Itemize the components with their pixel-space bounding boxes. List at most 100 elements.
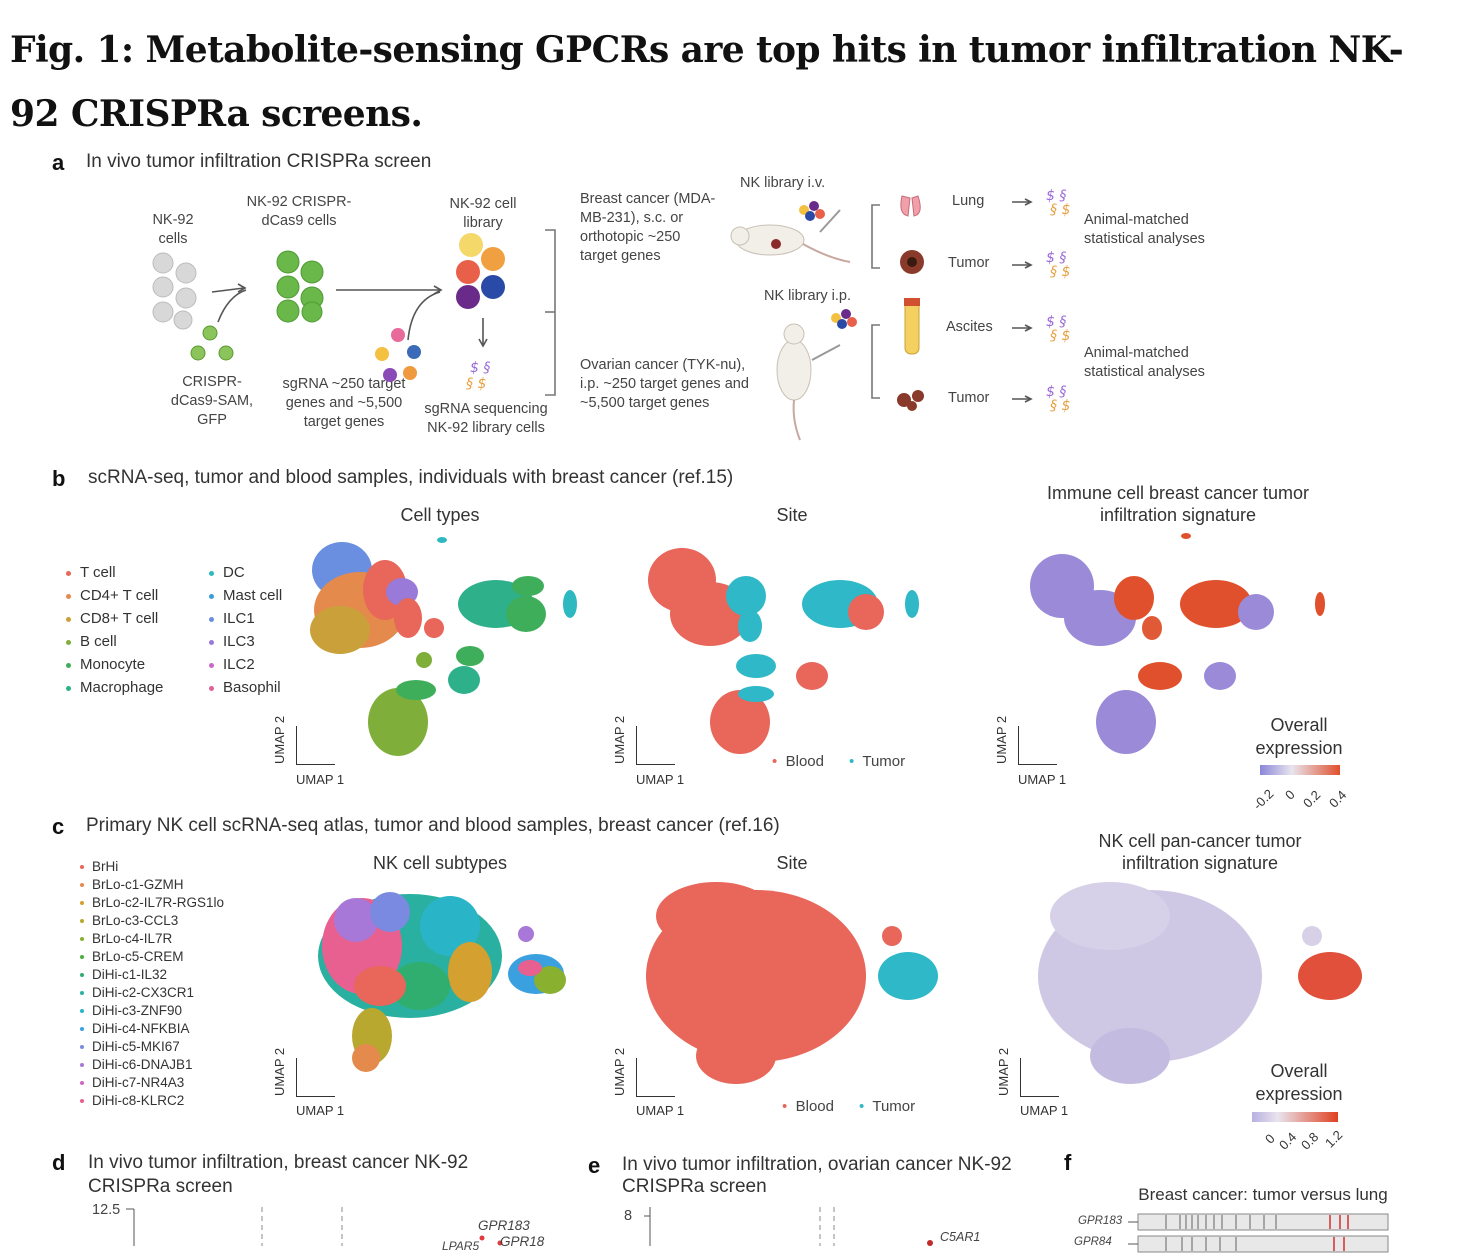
panel-b-legend-label: T cell: [80, 564, 116, 581]
panel-b-legend-swatch: [66, 570, 71, 576]
panel-c-legend-item: BrLo-c4-IL7R: [80, 930, 224, 948]
panel-c-legend-swatch: [80, 937, 84, 942]
gene-point-gpr18: [497, 1240, 503, 1246]
panel-b-cb-tick-0: -0.2: [1250, 786, 1277, 813]
sgrna-sequence-icons: $ §§ $ $ §§ $ $ §§ $ $ §§ $ $ §§ $: [466, 188, 1070, 414]
panel-c-legend-swatch: [80, 1099, 84, 1104]
panel-b-colorbar: [1260, 765, 1340, 775]
panel-c-legend-label: BrHi: [92, 859, 119, 874]
panel-c-legend-item: DiHi-c5-MKI67: [80, 1038, 224, 1056]
panel-b-legend-label: CD4+ T cell: [80, 587, 159, 604]
panel-d-plot: [126, 1207, 503, 1246]
panel-c-label: c: [52, 814, 65, 839]
panel-b-legend-item: ILC2: [209, 653, 282, 676]
lung-icon: [900, 195, 921, 217]
panel-c-legend-label: DiHi-c7-NR4A3: [92, 1075, 185, 1090]
panel-b-legend-label: ILC2: [223, 656, 255, 673]
panel-b-legend-label: Macrophage: [80, 679, 164, 696]
panel-b-legend-swatch: [209, 616, 214, 622]
svg-text:$ §: $ §: [470, 360, 490, 376]
umap-b3-y-label: UMAP 2: [994, 715, 1009, 764]
panel-b-legend-swatch: [209, 685, 214, 691]
svg-text:$ §: $ §: [1046, 250, 1066, 266]
umap-b3-x-label: UMAP 1: [1018, 772, 1067, 787]
panel-b-cb-tick-3: 0.4: [1326, 787, 1350, 811]
panel-e-label: e: [588, 1153, 601, 1178]
panel-c-plot1-title: NK cell subtypes: [372, 853, 508, 873]
umap-b2-x-label: UMAP 1: [636, 772, 685, 787]
panel-b-site-legend: • Blood • Tumor: [772, 753, 905, 770]
panel-c-legend-label: BrLo-c4-IL7R: [92, 931, 173, 946]
panel-b-legend-label: ILC3: [223, 633, 255, 650]
umap-b1-x-label: UMAP 1: [296, 772, 345, 787]
panel-b-legend-col2: DC Mast cell ILC1 ILC3 ILC2 Basophil: [209, 561, 282, 699]
panel-c-colorbar-title: Overall expression: [1255, 1061, 1343, 1104]
panel-f-label: f: [1064, 1150, 1072, 1175]
library-cell-cluster: [456, 233, 505, 309]
tumor-icon-2: [897, 390, 924, 411]
panel-a-label: a: [52, 150, 65, 175]
svg-text:§ $: § $: [1050, 202, 1070, 218]
panel-b-cb-tick-2: 0.2: [1300, 787, 1324, 811]
panel-c-legend-swatch: [80, 1063, 84, 1068]
panel-c-legend-item: BrLo-c3-CCL3: [80, 912, 224, 930]
virus-mixed-icons: [375, 328, 421, 382]
svg-text:$ §: $ §: [1046, 384, 1066, 400]
panel-c-legend-swatch: [80, 1081, 84, 1086]
breast-model-label: Breast cancer (MDA-MB-231), s.c. or orth…: [580, 191, 716, 264]
panel-c-legend-item: DiHi-c6-DNAJB1: [80, 1056, 224, 1074]
panel-c-legend-label: DiHi-c5-MKI67: [92, 1039, 180, 1054]
crispr-sam-label: CRISPR- dCas9-SAM, GFP: [170, 374, 254, 428]
svg-text:$ §: $ §: [1046, 188, 1066, 204]
umap-c-subtypes: [318, 892, 566, 1072]
panel-b-legend-swatch: [66, 685, 71, 691]
panel-b-legend-swatch: [209, 639, 214, 645]
panel-b-title: scRNA-seq, tumor and blood samples, indi…: [88, 467, 734, 488]
panel-c-legend-label: DiHi-c3-ZNF90: [92, 1003, 183, 1018]
umap-b1-axes: [296, 726, 335, 765]
analysis1-label: Animal-matched statistical analyses: [1084, 212, 1205, 247]
panel-a-schematic: $ §§ $ $ §§ $ $ §§ $ $ §§ $ $ §§ $: [152, 188, 1070, 441]
nk-library-dots-ip: [831, 309, 857, 329]
analysis2-label: Animal-matched statistical analyses: [1084, 345, 1205, 380]
panel-b-legend-swatch: [66, 662, 71, 668]
umap-c1-axes: [296, 1058, 335, 1097]
panel-f-title: Breast cancer: tumor versus lung: [1138, 1185, 1388, 1204]
panel-b-plot3-title: Immune cell breast cancer tumor infiltra…: [1046, 483, 1310, 525]
crispr-cells-label: NK-92 CRISPR-dCas9 cells: [246, 194, 352, 229]
umap-c3-y-label: UMAP 2: [996, 1047, 1011, 1096]
panel-f-gene-gpr84: GPR84: [1074, 1236, 1112, 1248]
blood-label-c: Blood: [795, 1098, 834, 1115]
tumor-icon-1: [900, 250, 924, 274]
panel-d-label: d: [52, 1150, 66, 1175]
panel-b-label: b: [52, 466, 66, 491]
panel-b-legend-col1: T cell CD4+ T cell CD8+ T cell B cell Monocy…: [66, 561, 163, 699]
panel-e-gene-c5ar1: C5AR1: [940, 1230, 981, 1244]
panel-b-legend-item: Monocyte: [66, 653, 163, 676]
panel-c-legend-swatch: [80, 1009, 84, 1014]
svg-text:$ §: $ §: [1046, 314, 1066, 330]
panel-b-legend-swatch: [209, 662, 214, 668]
ascites-label: Ascites: [946, 319, 993, 335]
panel-b-legend-item: Macrophage: [66, 676, 163, 699]
schematic-arrows: [211, 198, 1033, 403]
panel-b-legend-item: CD8+ T cell: [66, 607, 163, 630]
panel-c-plot3-title: NK cell pan-cancer tumor infiltration si…: [1098, 831, 1302, 873]
nk-library-dots-iv: [799, 201, 825, 221]
mouse-iv-icon: [730, 209, 851, 263]
panel-c-plot2-title: Site: [776, 853, 808, 873]
panel-b-colorbar-title: Overall expression: [1255, 715, 1343, 758]
figure-title: Fig. 1: Metabolite-sensing GPCRs are top…: [10, 29, 1404, 135]
umap-b2-y-label: UMAP 2: [612, 715, 627, 764]
mouse-ip-icon: [776, 323, 841, 441]
panel-c-legend-swatch: [80, 973, 84, 978]
tumor-label: Tumor: [862, 753, 906, 770]
umap-b3-axes: [1018, 726, 1057, 765]
panel-b-legend-label: B cell: [80, 633, 117, 650]
panel-b-legend-swatch: [66, 639, 71, 645]
ovarian-model-label: Ovarian cancer (TYK-nu), i.p. ~250 targe…: [580, 357, 749, 411]
sgrna-seq-label: sgRNA sequencing NK-92 library cells: [424, 401, 548, 436]
panel-c-legend-label: DiHi-c1-IL32: [92, 967, 168, 982]
svg-text:§ $: § $: [1050, 398, 1070, 414]
umap-c1-y-label: UMAP 2: [272, 1047, 287, 1096]
